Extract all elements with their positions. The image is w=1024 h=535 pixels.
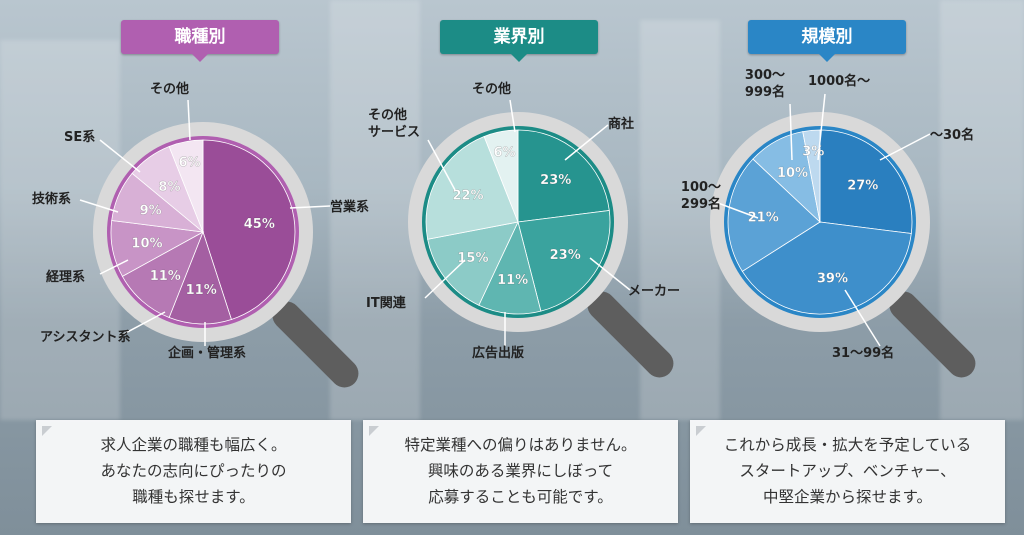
slice-value-label: 10% xyxy=(777,166,808,181)
pie-slice xyxy=(727,158,821,272)
slice-value-label: 23% xyxy=(550,248,581,263)
leader-line xyxy=(427,139,456,191)
card-text-line: 応募することも可能です。 xyxy=(428,488,613,506)
pie-chart-industry-svg: 23% 23% 11% 15% 22% 6% xyxy=(408,99,674,378)
magnifier-handle xyxy=(265,294,359,388)
pie-chart-company-size: 27% 39% 21% 10% 3% 規模別 〜30名 31〜99名 100〜 299名… xyxy=(680,0,1020,400)
label-gijutsu: 技術系 xyxy=(32,192,72,207)
card-text-line: 求人企業の職種も幅広く。 xyxy=(100,436,287,454)
leader-line xyxy=(79,199,119,213)
pie-slice xyxy=(483,129,519,223)
slice-value-label: 11% xyxy=(186,283,217,298)
slice-value-label: 21% xyxy=(748,211,779,226)
pie-slice xyxy=(819,129,913,234)
magnifier-handle xyxy=(882,284,976,378)
description-card-size: これから成長・拡大を予定している スタートアップ、ベンチャー、 中堅企業から探せ… xyxy=(690,420,1005,523)
label-s30: 〜30名 xyxy=(930,128,975,143)
leader-line xyxy=(709,199,759,219)
pie-chart-occupation-svg: 45% 11% 11% 10% 9% 8% 6% xyxy=(79,99,359,388)
card-text-line: 中堅企業から探せます。 xyxy=(763,488,932,506)
label-s1000: 1000名〜 xyxy=(808,74,871,89)
card-text-line: スタートアップ、ベンチャー、 xyxy=(739,462,956,480)
label-s999b: 999名 xyxy=(744,85,786,100)
slice-value-label: 6% xyxy=(494,146,516,161)
leader-line xyxy=(187,99,191,141)
pie-slice xyxy=(168,139,204,233)
label-s99: 31〜99名 xyxy=(832,346,895,361)
slice-value-label: 11% xyxy=(497,273,528,288)
label-kikaku: 企画・管理系 xyxy=(168,346,247,361)
description-card-industry: 特定業種への偏りはありません。 興味のある業界にしぼって 応募することも可能です… xyxy=(363,420,678,523)
leader-line xyxy=(289,205,331,209)
slice-value-label: 39% xyxy=(817,272,848,287)
leader-line xyxy=(119,311,166,337)
card-corner-mark xyxy=(42,426,52,436)
leader-line xyxy=(99,259,129,275)
card-corner-mark xyxy=(369,426,379,436)
pie-chart-occupation: 45% 11% 11% 10% 9% 8% 6% 職種別 営業系 企画・管理系 アシスタント… xyxy=(0,0,369,400)
pie-slice xyxy=(517,210,611,312)
chart-title-occupation: 職種別 xyxy=(121,20,279,62)
leader-line xyxy=(509,99,516,133)
label-s999a: 300〜 xyxy=(744,68,786,83)
slice-value-label: 6% xyxy=(179,156,201,171)
leader-line xyxy=(789,103,793,161)
label-service-2: サービス xyxy=(368,125,421,140)
leader-line xyxy=(99,139,141,173)
slice-value-label: 9% xyxy=(140,203,162,218)
card-text-line: 職種も探せます。 xyxy=(132,488,255,506)
slice-value-label: 22% xyxy=(452,189,483,204)
leader-line xyxy=(589,257,631,291)
slice-value-label: 23% xyxy=(540,173,571,188)
slice-value-label: 11% xyxy=(150,269,181,284)
label-assistant: アシスタント系 xyxy=(40,330,131,345)
slice-value-label: 15% xyxy=(457,251,488,266)
label-s299a: 100〜 xyxy=(680,180,722,195)
pie-slice xyxy=(802,129,821,223)
label-keiri: 経理系 xyxy=(46,270,86,285)
slice-value-label: 3% xyxy=(802,145,824,160)
label-sonota: その他 xyxy=(150,82,190,97)
pie-slice xyxy=(425,135,519,240)
card-text-line: あなたの志向にぴったりの xyxy=(100,462,287,480)
label-sonota: その他 xyxy=(472,82,512,97)
label-service-1: その他 xyxy=(368,108,408,123)
slice-value-label: 8% xyxy=(158,180,180,195)
label-kokoku: 広告出版 xyxy=(472,346,525,361)
leader-line xyxy=(564,124,609,161)
card-text-line: 興味のある業界にしぼって xyxy=(427,462,614,480)
magnifier-handle xyxy=(580,284,674,378)
label-eigyo: 営業系 xyxy=(330,200,370,215)
label-maker: メーカー xyxy=(628,284,681,299)
leader-line xyxy=(844,289,881,347)
pie-slice xyxy=(202,139,296,321)
slice-value-label: 10% xyxy=(131,237,162,252)
label-it: IT関連 xyxy=(366,296,406,311)
card-corner-mark xyxy=(696,426,706,436)
slice-value-label: 45% xyxy=(244,217,275,232)
leader-line xyxy=(424,259,466,299)
label-s299b: 299名 xyxy=(680,197,722,212)
leader-line xyxy=(879,133,931,161)
background-building xyxy=(330,0,420,420)
chart-title-industry: 業界別 xyxy=(440,20,598,62)
slice-value-label: 27% xyxy=(847,178,878,193)
pie-slice xyxy=(741,221,912,315)
pie-slice xyxy=(517,129,610,223)
chart-title-size: 規模別 xyxy=(748,20,906,62)
pie-chart-industry: 23% 23% 11% 15% 22% 6% 業界別 商社 メーカー 広告出版 IT関連 … xyxy=(340,0,680,400)
label-shosha: 商社 xyxy=(608,117,635,132)
leader-line xyxy=(817,93,826,161)
card-text-line: 特定業種への偏りはありません。 xyxy=(404,436,637,454)
description-card-occupation: 求人企業の職種も幅広く。 あなたの志向にぴったりの 職種も探せます。 xyxy=(36,420,351,523)
label-se: SE系 xyxy=(64,130,96,145)
pie-chart-company-size-svg: 27% 39% 21% 10% 3% xyxy=(709,93,976,378)
card-text-line: これから成長・拡大を予定している xyxy=(723,436,972,454)
